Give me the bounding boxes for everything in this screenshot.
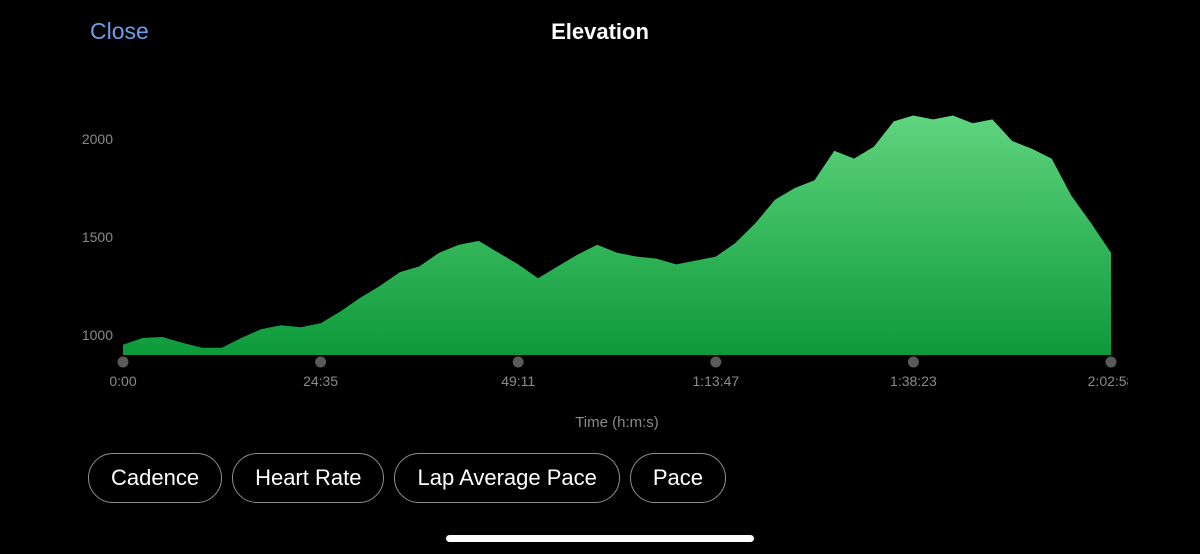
heart-rate-button[interactable]: Heart Rate — [232, 453, 385, 503]
x-tick-dot — [315, 356, 327, 368]
close-button[interactable]: Close — [90, 18, 149, 44]
home-indicator[interactable] — [446, 535, 754, 542]
y-tick-label: 1500 — [82, 229, 113, 245]
x-tick-dot — [117, 356, 129, 368]
y-tick-label: 2000 — [82, 131, 113, 147]
x-tick-dot — [1105, 356, 1117, 368]
cadence-button[interactable]: Cadence — [88, 453, 223, 503]
lap-average-pace-button[interactable]: Lap Average Pace — [394, 453, 620, 503]
x-axis-label: Time (h:m:s) — [575, 414, 659, 431]
page-title: Elevation — [551, 19, 649, 44]
x-tick-label: 24:35 — [303, 373, 338, 389]
elevation-area — [123, 115, 1111, 355]
y-axis: 1000 1500 2000 — [82, 131, 113, 343]
x-tick-label: 1:13:47 — [692, 373, 739, 389]
y-tick-label: 1000 — [82, 327, 113, 343]
x-axis: 0:00 24:35 49:11 1:13:47 1:38:23 2:02:58 — [109, 356, 1135, 389]
x-tick-dot — [512, 356, 524, 368]
x-tick-dot — [710, 356, 722, 368]
metric-selector: Cadence Heart Rate Lap Average Pace Pace — [88, 453, 727, 503]
x-tick-label: 49:11 — [501, 373, 535, 389]
x-tick-dot — [907, 356, 919, 368]
x-tick-label: 1:38:23 — [890, 373, 937, 389]
x-tick-label: 0:00 — [109, 373, 136, 389]
pace-button[interactable]: Pace — [629, 453, 727, 503]
x-tick-label: 2:02:58 — [1088, 373, 1135, 389]
